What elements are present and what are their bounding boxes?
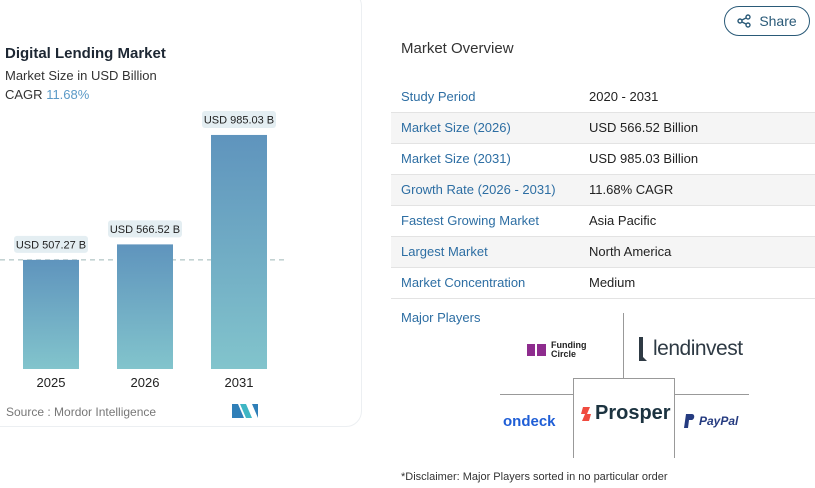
overview-row: Market Size (2026) USD 566.52 Billion <box>391 112 815 144</box>
row-key: Largest Market <box>391 236 586 268</box>
row-key: Market Size (2031) <box>391 143 586 175</box>
divider <box>500 394 573 395</box>
overview-table: Study Period 2020 - 2031 Market Size (2026… <box>391 81 815 299</box>
divider <box>674 394 749 395</box>
overview-row: Fastest Growing Market Asia Pacific <box>391 205 815 237</box>
data-label: USD 985.03 B <box>204 114 274 126</box>
overview-row: Study Period 2020 - 2031 <box>391 81 815 113</box>
source-text: Source : Mordor Intelligence <box>6 405 157 419</box>
row-key: Study Period <box>391 81 586 113</box>
overview-row: Market Concentration Medium <box>391 267 815 299</box>
share-icon <box>737 14 752 28</box>
overview-row: Largest Market North America <box>391 236 815 268</box>
row-key: Market Concentration <box>391 267 586 299</box>
share-button[interactable]: Share <box>724 6 810 36</box>
row-key: Market Size (2026) <box>391 112 586 144</box>
row-value: Medium <box>586 267 815 299</box>
row-value: USD 566.52 Billion <box>586 112 815 144</box>
row-value: 11.68% CAGR <box>586 174 815 206</box>
x-tick-label: 2025 <box>37 375 66 390</box>
row-value: USD 985.03 Billion <box>586 143 815 175</box>
divider <box>573 378 675 458</box>
overview-row: Market Size (2031) USD 985.03 Billion <box>391 143 815 175</box>
share-label: Share <box>759 13 797 29</box>
bar-2025 <box>23 259 79 369</box>
cagr-label: CAGR <box>5 87 43 102</box>
major-players-label: Major Players <box>401 310 481 325</box>
paypal-logo: PayPal <box>684 414 738 428</box>
disclaimer: *Disclaimer: Major Players sorted in no … <box>401 471 668 483</box>
data-label: USD 507.27 B <box>16 239 86 251</box>
data-label-bg <box>108 220 182 238</box>
x-tick-label: 2031 <box>225 375 254 390</box>
overview-title: Market Overview <box>401 40 514 57</box>
ondeck-logo: ondeck <box>503 413 556 430</box>
row-value: North America <box>586 236 815 268</box>
row-value: Asia Pacific <box>586 205 815 237</box>
prosper-logo: Prosper <box>581 402 671 425</box>
lendinvest-logo: lendinvest <box>637 337 743 361</box>
bar-2031 <box>211 134 267 369</box>
cagr: CAGR 11.68% <box>5 87 89 102</box>
data-label-bg <box>14 235 88 253</box>
mordor-logo <box>232 404 258 418</box>
divider <box>623 313 624 378</box>
funding-circle-logo: Funding Circle <box>527 341 591 359</box>
chart-title: Digital Lending Market <box>5 45 166 62</box>
cagr-value: 11.68% <box>46 87 90 102</box>
row-key: Growth Rate (2026 - 2031) <box>391 174 586 206</box>
data-label: USD 566.52 B <box>110 224 180 236</box>
data-label-bg <box>202 110 276 128</box>
overview-row: Growth Rate (2026 - 2031) 11.68% CAGR <box>391 174 815 206</box>
bar-chart: USD 507.27 B 2025 USD 566.52 B 2026 USD 985.… <box>0 110 287 390</box>
chart-subtitle: Market Size in USD Billion <box>5 68 157 83</box>
x-tick-label: 2026 <box>131 375 160 390</box>
bar-2026 <box>117 244 173 369</box>
row-value: 2020 - 2031 <box>586 81 815 113</box>
row-key: Fastest Growing Market <box>391 205 586 237</box>
